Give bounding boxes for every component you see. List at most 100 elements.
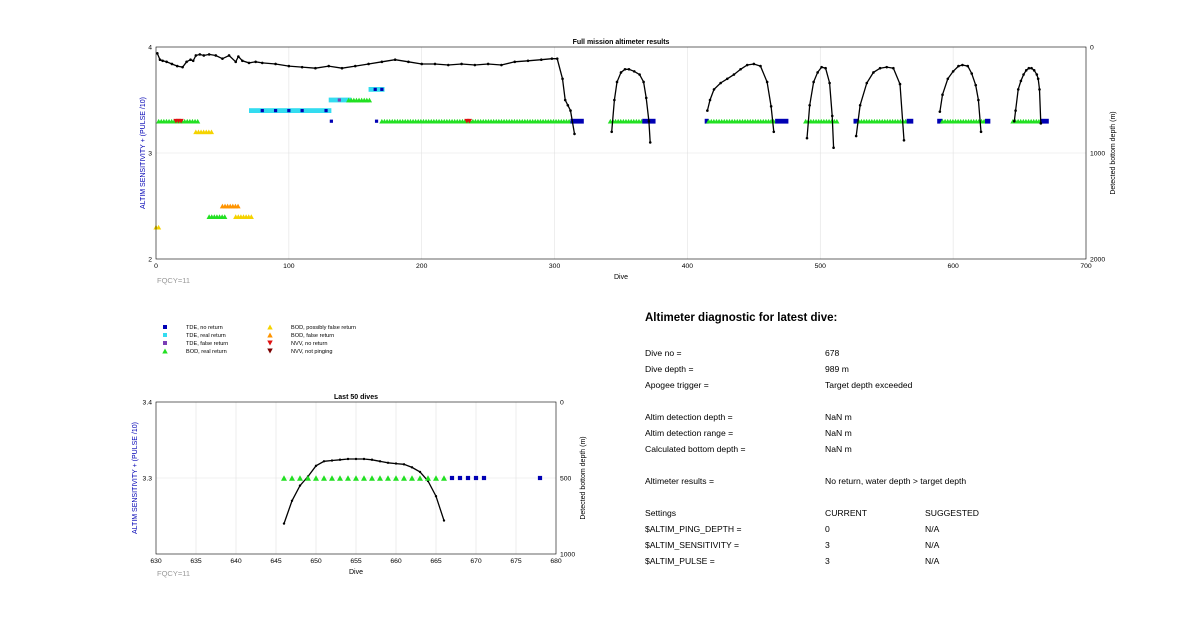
full-chart-footnote: FQCY=11 bbox=[157, 276, 190, 285]
last-chart-y2label: Detected bottom depth (m) bbox=[580, 436, 587, 519]
last-xtick: 640 bbox=[230, 558, 242, 565]
full-y2tick: 0 bbox=[1090, 44, 1094, 51]
full-segment-bod_real bbox=[379, 118, 572, 124]
setting-suggested: N/A bbox=[925, 524, 940, 534]
legend-label: NVV, not pinging bbox=[291, 349, 332, 355]
last-marker-bod_real bbox=[329, 475, 335, 481]
full-depth-point bbox=[706, 109, 709, 112]
full-depth-point bbox=[247, 61, 251, 65]
full-depth-point bbox=[885, 65, 889, 69]
full-depth-point bbox=[214, 54, 218, 57]
last-marker-bod_real bbox=[313, 475, 319, 481]
full-marker-bod_real bbox=[366, 97, 373, 103]
legend-swatch bbox=[163, 341, 167, 345]
full-depth-point bbox=[854, 134, 858, 138]
last-marker-bod_real bbox=[393, 475, 399, 481]
full-depth-point bbox=[1014, 109, 1017, 112]
full-depth-point bbox=[194, 54, 198, 57]
full-marker-nvv_no bbox=[178, 118, 184, 124]
full-ytick: 3 bbox=[148, 150, 152, 157]
legend-swatch bbox=[163, 333, 167, 337]
full-depth-point bbox=[648, 141, 652, 144]
full-marker-tde_no bbox=[374, 119, 379, 123]
last-depth-point bbox=[394, 462, 398, 465]
full-chart-marks bbox=[153, 52, 1049, 230]
full-depth-point bbox=[816, 71, 819, 74]
full-segment-bod_real bbox=[346, 97, 373, 103]
legend-swatch bbox=[267, 348, 273, 354]
full-depth-point bbox=[820, 65, 823, 69]
setting-current: 0 bbox=[825, 524, 830, 534]
full-depth-point bbox=[772, 130, 776, 134]
last-marker-bod_real bbox=[369, 475, 375, 481]
legend-swatch bbox=[267, 332, 273, 338]
full-y2tick: 1000 bbox=[1090, 150, 1105, 157]
full-depth-point bbox=[638, 73, 641, 76]
full-marker-bod_possible bbox=[156, 224, 162, 230]
legend-swatch bbox=[162, 348, 168, 354]
full-depth-point bbox=[561, 77, 564, 81]
full-depth-point bbox=[708, 98, 712, 102]
last-depth-point bbox=[442, 519, 446, 522]
full-depth-point bbox=[830, 114, 834, 118]
full-depth-point bbox=[1012, 119, 1016, 123]
last-marker-bod_real bbox=[417, 475, 423, 481]
legend: TDE, no return TDE, real return TDE, false… bbox=[162, 324, 356, 355]
last-marker-bod_real bbox=[305, 475, 311, 481]
last-xtick: 630 bbox=[150, 558, 162, 565]
full-depth-point bbox=[191, 59, 195, 63]
last-y2tick: 500 bbox=[560, 475, 572, 482]
full-segment-tde_no bbox=[937, 118, 943, 124]
full-depth-point bbox=[1024, 69, 1028, 72]
full-depth-point bbox=[1030, 66, 1033, 70]
last-marker-bod_real bbox=[385, 475, 391, 481]
full-depth-point bbox=[314, 66, 317, 70]
full-marker-nvv_no bbox=[466, 118, 473, 124]
full-depth-point bbox=[526, 59, 530, 63]
full-chart-y2label: Detected bottom depth (m) bbox=[1110, 111, 1117, 194]
full-depth-point bbox=[979, 130, 983, 134]
full-depth-point bbox=[1016, 88, 1020, 91]
last-chart-footnote: FQCY=11 bbox=[157, 569, 190, 578]
last-marker-bod_real bbox=[281, 475, 287, 481]
full-depth-point bbox=[632, 70, 636, 73]
full-depth-point bbox=[513, 60, 517, 64]
last-xtick: 670 bbox=[470, 558, 482, 565]
last-depth-point bbox=[378, 460, 382, 463]
full-segment-bod_real bbox=[706, 118, 777, 124]
last-chart-ylabel: ALTIM SENSITIVITY + (PULSE /10) bbox=[132, 422, 139, 534]
full-depth-point bbox=[1019, 79, 1023, 83]
full-depth-point bbox=[858, 104, 862, 107]
full-depth-point bbox=[420, 62, 424, 66]
full-depth-point bbox=[898, 82, 902, 86]
diagnostic-heading: Altimeter diagnostic for latest dive: bbox=[645, 312, 838, 324]
full-depth-point bbox=[550, 57, 554, 60]
calculated-bottom-depth-label: Calculated bottom depth = bbox=[645, 444, 746, 454]
full-depth-point bbox=[1032, 69, 1036, 72]
full-depth-point bbox=[158, 58, 162, 62]
full-xtick: 400 bbox=[682, 263, 694, 270]
last-y2tick: 0 bbox=[560, 399, 564, 406]
full-xtick: 500 bbox=[815, 263, 827, 270]
last-xtick: 675 bbox=[510, 558, 522, 565]
current-header: CURRENT bbox=[825, 508, 868, 518]
legend-label: TDE, false return bbox=[186, 341, 228, 347]
full-depth-point bbox=[977, 98, 980, 102]
full-depth-point bbox=[961, 63, 964, 67]
full-depth-point bbox=[380, 60, 384, 64]
apogee-trigger-value: Target depth exceeded bbox=[825, 380, 913, 390]
altim-detection-range-label: Altim detection range = bbox=[645, 428, 734, 438]
full-depth-point bbox=[569, 109, 572, 112]
full-depth-point bbox=[156, 52, 159, 55]
last-depth-line bbox=[283, 458, 445, 524]
last-xtick: 680 bbox=[550, 558, 562, 565]
full-depth-point bbox=[237, 55, 240, 58]
last-50-dives-chart: Last 50 dives Dive ALTIM SENSITIVITY + (… bbox=[132, 394, 587, 578]
full-depth-point bbox=[473, 63, 477, 67]
full-segment-bod_false bbox=[219, 203, 241, 209]
full-xtick: 700 bbox=[1080, 263, 1092, 270]
full-depth-point bbox=[555, 57, 559, 60]
full-xtick: 600 bbox=[947, 263, 959, 270]
altimeter-results-label: Altimeter results = bbox=[645, 476, 715, 486]
full-depth-point bbox=[832, 146, 835, 149]
